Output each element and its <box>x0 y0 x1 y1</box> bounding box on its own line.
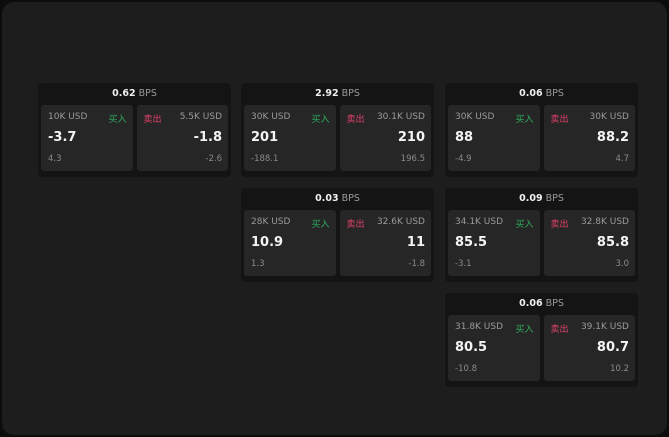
spread-value: 2.92 <box>315 88 339 99</box>
buy-card[interactable]: 30K USD 买入 201 -188.1 <box>244 105 336 171</box>
sell-amount: 39.1K USD <box>580 322 629 332</box>
spread-header: 0.06 BPS <box>445 83 638 105</box>
sell-change: -1.8 <box>408 259 425 269</box>
buy-card[interactable]: 10K USD 买入 -3.7 4.3 <box>41 105 133 171</box>
buy-change: -188.1 <box>251 154 279 164</box>
quote-group: 0.62 BPS 10K USD 买入 -3.7 4.3 卖出 5.5K USD… <box>38 83 231 177</box>
sell-label: 卖出 <box>143 115 162 125</box>
spread-unit: BPS <box>545 193 564 204</box>
sell-card[interactable]: 卖出 32.6K USD 11 -1.8 <box>339 210 431 276</box>
buy-change: -4.9 <box>455 154 472 164</box>
buy-amount: 10K USD <box>48 112 88 122</box>
buy-label: 买入 <box>515 115 534 125</box>
spread-unit: BPS <box>545 298 564 309</box>
quote-group: 0.09 BPS 34.1K USD 买入 85.5 -3.1 卖出 32.8K… <box>445 188 638 282</box>
buy-card[interactable]: 28K USD 买入 10.9 1.3 <box>244 210 336 276</box>
buy-amount: 28K USD <box>251 217 291 227</box>
sell-amount: 30K USD <box>589 112 629 122</box>
sell-amount: 5.5K USD <box>179 112 222 122</box>
buy-label: 买入 <box>311 220 330 230</box>
sell-card[interactable]: 卖出 32.8K USD 85.8 3.0 <box>543 210 635 276</box>
spread-header: 0.06 BPS <box>445 293 638 315</box>
buy-amount: 34.1K USD <box>455 217 504 227</box>
spread-header: 0.09 BPS <box>445 188 638 210</box>
spread-unit: BPS <box>341 193 360 204</box>
spread-value: 0.03 <box>315 193 339 204</box>
sell-change: -2.6 <box>205 154 222 164</box>
sell-card[interactable]: 卖出 39.1K USD 80.7 10.2 <box>543 315 635 381</box>
sell-price: 88.2 <box>596 130 629 145</box>
spread-unit: BPS <box>545 88 564 99</box>
sell-price: 85.8 <box>596 235 629 250</box>
quote-group: 0.06 BPS 30K USD 买入 88 -4.9 卖出 30K USD 8… <box>445 83 638 177</box>
quote-group: 0.06 BPS 31.8K USD 买入 80.5 -10.8 卖出 39.1… <box>445 293 638 387</box>
spread-header: 0.03 BPS <box>241 188 434 210</box>
buy-amount: 30K USD <box>251 112 291 122</box>
buy-price: -3.7 <box>48 130 77 145</box>
sell-amount: 32.8K USD <box>580 217 629 227</box>
buy-price: 10.9 <box>251 235 284 250</box>
buy-change: -3.1 <box>455 259 472 269</box>
spread-header: 2.92 BPS <box>241 83 434 105</box>
sell-label: 卖出 <box>550 325 569 335</box>
sell-label: 卖出 <box>346 115 365 125</box>
sell-change: 4.7 <box>615 154 629 164</box>
sell-card[interactable]: 卖出 5.5K USD -1.8 -2.6 <box>136 105 228 171</box>
buy-price: 201 <box>251 130 279 145</box>
sell-card[interactable]: 卖出 30.1K USD 210 196.5 <box>339 105 431 171</box>
buy-price: 88 <box>455 130 474 145</box>
spread-value: 0.06 <box>519 88 543 99</box>
buy-label: 买入 <box>108 115 127 125</box>
buy-label: 买入 <box>311 115 330 125</box>
sell-change: 3.0 <box>615 259 629 269</box>
sell-label: 卖出 <box>346 220 365 230</box>
buy-card[interactable]: 34.1K USD 买入 85.5 -3.1 <box>448 210 540 276</box>
buy-label: 买入 <box>515 325 534 335</box>
buy-card[interactable]: 31.8K USD 买入 80.5 -10.8 <box>448 315 540 381</box>
sell-price: 80.7 <box>596 340 629 355</box>
buy-change: 1.3 <box>251 259 265 269</box>
sell-card[interactable]: 卖出 30K USD 88.2 4.7 <box>543 105 635 171</box>
sell-change: 196.5 <box>400 154 425 164</box>
buy-price: 80.5 <box>455 340 488 355</box>
buy-amount: 31.8K USD <box>455 322 504 332</box>
spread-value: 0.09 <box>519 193 543 204</box>
sell-amount: 30.1K USD <box>376 112 425 122</box>
quote-group: 2.92 BPS 30K USD 买入 201 -188.1 卖出 30.1K … <box>241 83 434 177</box>
buy-price: 85.5 <box>455 235 488 250</box>
sell-price: 11 <box>406 235 425 250</box>
spread-value: 0.62 <box>112 88 136 99</box>
spread-header: 0.62 BPS <box>38 83 231 105</box>
quote-group: 0.03 BPS 28K USD 买入 10.9 1.3 卖出 32.6K US… <box>241 188 434 282</box>
buy-change: -10.8 <box>455 364 477 374</box>
sell-amount: 32.6K USD <box>376 217 425 227</box>
sell-price: -1.8 <box>193 130 222 145</box>
spread-unit: BPS <box>138 88 157 99</box>
buy-label: 买入 <box>515 220 534 230</box>
buy-amount: 30K USD <box>455 112 495 122</box>
buy-card[interactable]: 30K USD 买入 88 -4.9 <box>448 105 540 171</box>
sell-change: 10.2 <box>610 364 629 374</box>
spread-value: 0.06 <box>519 298 543 309</box>
sell-price: 210 <box>397 130 425 145</box>
sell-label: 卖出 <box>550 115 569 125</box>
spread-unit: BPS <box>341 88 360 99</box>
sell-label: 卖出 <box>550 220 569 230</box>
buy-change: 4.3 <box>48 154 62 164</box>
